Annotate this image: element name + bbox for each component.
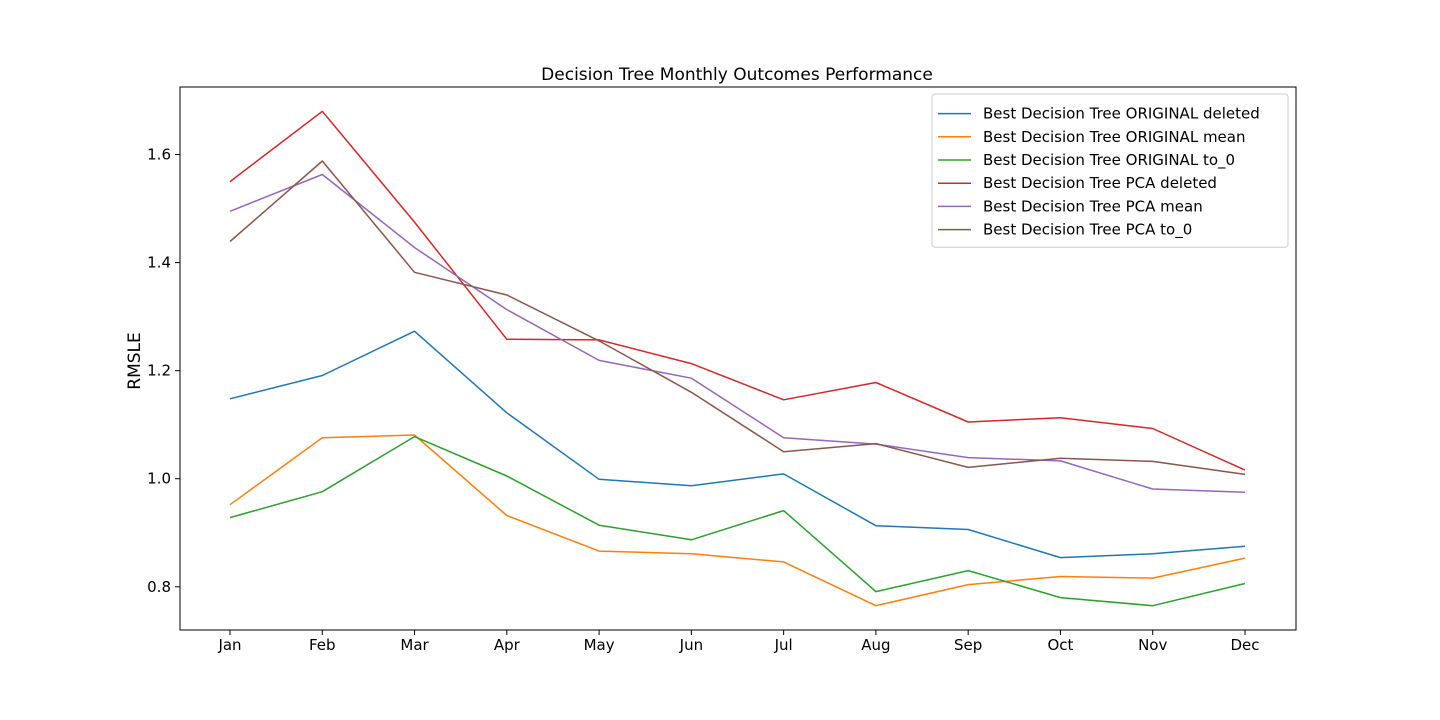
- x-tick-label: Nov: [1138, 636, 1167, 654]
- series-line-6: [229, 160, 1246, 476]
- legend-entry-1: Best Decision Tree ORIGINAL deleted: [983, 105, 1260, 123]
- x-tick-label: Jan: [217, 636, 241, 654]
- x-tick-label: Sep: [954, 636, 982, 654]
- plot-frame: [179, 86, 1297, 631]
- chart-title: Decision Tree Monthly Outcomes Performan…: [541, 65, 933, 85]
- x-tick-label: Mar: [400, 636, 429, 654]
- x-tick-label: Dec: [1230, 636, 1259, 654]
- legend: Best Decision Tree ORIGINAL deleted Best …: [931, 93, 1289, 248]
- y-tick-label: 0.8: [147, 578, 171, 596]
- x-tick-label: Jun: [679, 636, 703, 654]
- legend-box: [931, 93, 1289, 248]
- x-tick-label: Feb: [309, 636, 336, 654]
- x-tick-label: Oct: [1047, 636, 1073, 654]
- y-tick-label: 1.6: [147, 146, 171, 164]
- legend-entry-6: Best Decision Tree PCA to_0: [983, 221, 1192, 240]
- y-axis-label: RMSLE: [125, 332, 145, 389]
- legend-entry-3: Best Decision Tree ORIGINAL to_0: [983, 151, 1235, 170]
- series-line-3: [229, 435, 1246, 607]
- legend-entry-2: Best Decision Tree ORIGINAL mean: [983, 128, 1245, 146]
- series-line-2: [229, 434, 1246, 607]
- legend-entry-5: Best Decision Tree PCA mean: [983, 197, 1203, 215]
- x-tick-label: Aug: [861, 636, 890, 654]
- legend-entry-4: Best Decision Tree PCA deleted: [983, 174, 1217, 192]
- x-tick-label: Jul: [774, 636, 793, 654]
- x-tick-label: Apr: [494, 636, 521, 654]
- series-line-1: [229, 330, 1246, 559]
- series-line-4: [229, 110, 1246, 471]
- axes-layer: Jan Feb Mar Apr May Jun Jul Aug Sep Oct Nov Dec 0.8 1…: [147, 86, 1297, 654]
- y-tick-label: 1.4: [147, 254, 171, 272]
- series-line-5: [229, 173, 1246, 493]
- y-tick-label: 1.2: [147, 362, 171, 380]
- y-tick-label: 1.0: [147, 470, 171, 488]
- series-layer: [229, 110, 1246, 607]
- x-tick-label: May: [584, 636, 615, 654]
